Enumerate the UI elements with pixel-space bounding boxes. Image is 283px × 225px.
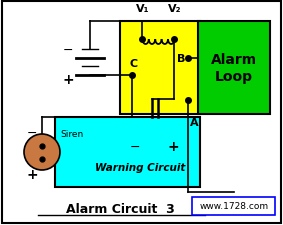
Bar: [120, 22, 200, 115]
Text: www.1728.com: www.1728.com: [200, 202, 269, 211]
Text: Warning Circuit: Warning Circuit: [95, 162, 185, 172]
Bar: [192, 197, 275, 215]
Text: B: B: [177, 54, 185, 64]
Text: +: +: [26, 167, 38, 181]
Text: A: A: [190, 117, 199, 127]
Text: Alarm Circuit  3: Alarm Circuit 3: [66, 202, 174, 216]
Circle shape: [24, 134, 60, 170]
Text: +: +: [62, 73, 74, 87]
Text: C: C: [130, 58, 138, 69]
Text: −: −: [63, 43, 73, 56]
Text: −: −: [27, 126, 37, 139]
Bar: [198, 22, 270, 115]
Text: Alarm
Loop: Alarm Loop: [211, 53, 257, 83]
Text: V₂: V₂: [168, 4, 181, 14]
Text: V₁: V₁: [136, 4, 149, 14]
Bar: [55, 117, 200, 187]
Text: Siren: Siren: [60, 130, 83, 139]
Text: +: +: [167, 140, 179, 154]
Text: −: −: [130, 140, 140, 153]
